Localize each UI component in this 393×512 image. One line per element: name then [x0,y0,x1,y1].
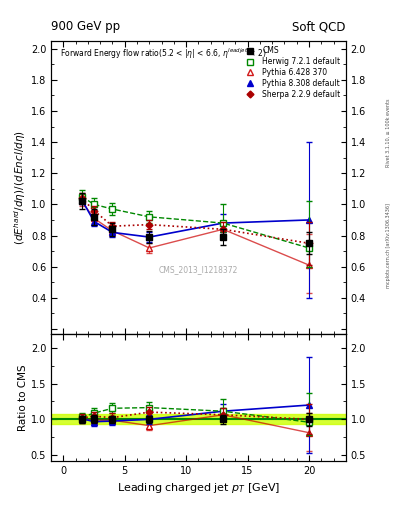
Sherpa 2.2.9 default [307,240,311,246]
Pythia 6.428 370 [110,228,115,234]
Pythia 8.308 default [92,219,96,225]
Y-axis label: $(dE^{hard}/d\eta)/(d\,Encl/d\eta)$: $(dE^{hard}/d\eta)/(d\,Encl/d\eta)$ [12,130,28,245]
Sherpa 2.2.9 default [110,223,115,229]
Pythia 8.308 default [79,197,84,203]
Pythia 6.428 370 [307,262,311,268]
Herwig 7.2.1 default [79,194,84,200]
CMS [92,214,96,220]
Herwig 7.2.1 default [221,220,226,226]
CMS [307,240,311,246]
Line: CMS: CMS [79,198,312,246]
Pythia 6.428 370 [147,245,152,251]
Pythia 8.308 default [221,220,226,226]
Text: Soft QCD: Soft QCD [292,20,346,33]
Line: Pythia 8.308 default: Pythia 8.308 default [79,197,312,240]
Herwig 7.2.1 default [307,245,311,251]
Herwig 7.2.1 default [110,206,115,212]
Pythia 8.308 default [147,234,152,240]
Sherpa 2.2.9 default [147,222,152,228]
Text: mcplots.cern.ch [arXiv:1306.3436]: mcplots.cern.ch [arXiv:1306.3436] [386,203,391,288]
Y-axis label: Ratio to CMS: Ratio to CMS [18,364,28,431]
Pythia 8.308 default [110,229,115,236]
Line: Herwig 7.2.1 default: Herwig 7.2.1 default [79,194,312,251]
Text: Rivet 3.1.10, ≥ 100k events: Rivet 3.1.10, ≥ 100k events [386,99,391,167]
CMS [221,234,226,240]
Pythia 6.428 370 [92,216,96,222]
Sherpa 2.2.9 default [221,226,226,232]
Pythia 6.428 370 [79,198,84,204]
Sherpa 2.2.9 default [79,195,84,201]
Sherpa 2.2.9 default [92,207,96,214]
Text: 900 GeV pp: 900 GeV pp [51,20,120,33]
Legend: CMS, Herwig 7.2.1 default, Pythia 6.428 370, Pythia 8.308 default, Sherpa 2.2.9 : CMS, Herwig 7.2.1 default, Pythia 6.428 … [237,43,343,102]
X-axis label: Leading charged jet $p_T$ [GeV]: Leading charged jet $p_T$ [GeV] [117,481,280,495]
CMS [110,226,115,232]
CMS [79,198,84,204]
Pythia 8.308 default [307,217,311,223]
Line: Pythia 6.428 370: Pythia 6.428 370 [79,199,312,268]
CMS [147,234,152,240]
Text: CMS_2013_I1218372: CMS_2013_I1218372 [159,265,238,274]
Text: Forward Energy flow ratio(5.2 < |$\eta$| < 6.6, $\eta^{leadjet}$ < 2): Forward Energy flow ratio(5.2 < |$\eta$|… [60,47,267,61]
Pythia 6.428 370 [221,226,226,232]
Herwig 7.2.1 default [92,201,96,207]
Herwig 7.2.1 default [147,214,152,220]
Line: Sherpa 2.2.9 default: Sherpa 2.2.9 default [79,196,311,246]
Bar [51,414,346,424]
